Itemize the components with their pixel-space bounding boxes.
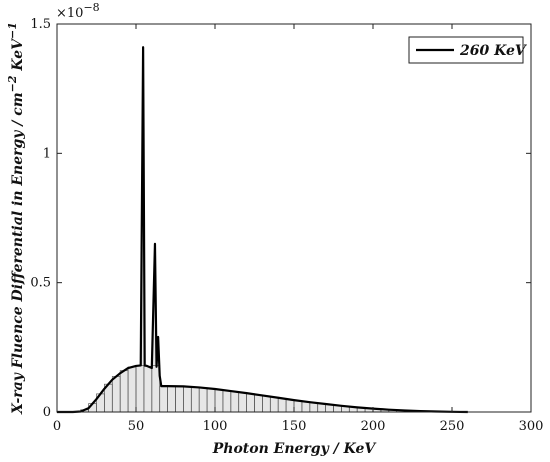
spectrum-area — [57, 47, 468, 412]
x-axis-label: Photon Energy / KeV — [212, 441, 378, 457]
y-ticks: 0 0.5 1 1.5 — [30, 17, 531, 420]
legend-entry-260kev: 260 KeV — [459, 43, 528, 59]
y-axis-label: X-ray Fluence Differential in Energy / c… — [6, 22, 26, 415]
x-tick-label: 100 — [203, 419, 228, 434]
x-tick-label: 200 — [361, 419, 386, 434]
x-tick-label: 0 — [53, 419, 61, 434]
x-tick-label: 150 — [282, 419, 307, 434]
x-tick-label: 300 — [519, 419, 544, 434]
series-line-260kev — [57, 46, 468, 414]
plot-frame — [56, 23, 532, 413]
spectrum-fill-layer — [57, 47, 468, 412]
x-tick-label: 250 — [440, 419, 465, 434]
y-tick-label: 0 — [43, 405, 51, 420]
x-ticks: 0 50 100 150 200 250 300 — [53, 24, 544, 434]
y-tick-label: 0.5 — [30, 276, 51, 291]
y-tick-label: 1.5 — [30, 17, 51, 32]
y-tick-label: 1 — [43, 146, 51, 161]
y-exponent: ×10−8 — [56, 1, 100, 21]
legend: 260 KeV — [408, 36, 528, 64]
x-tick-label: 50 — [128, 419, 145, 434]
